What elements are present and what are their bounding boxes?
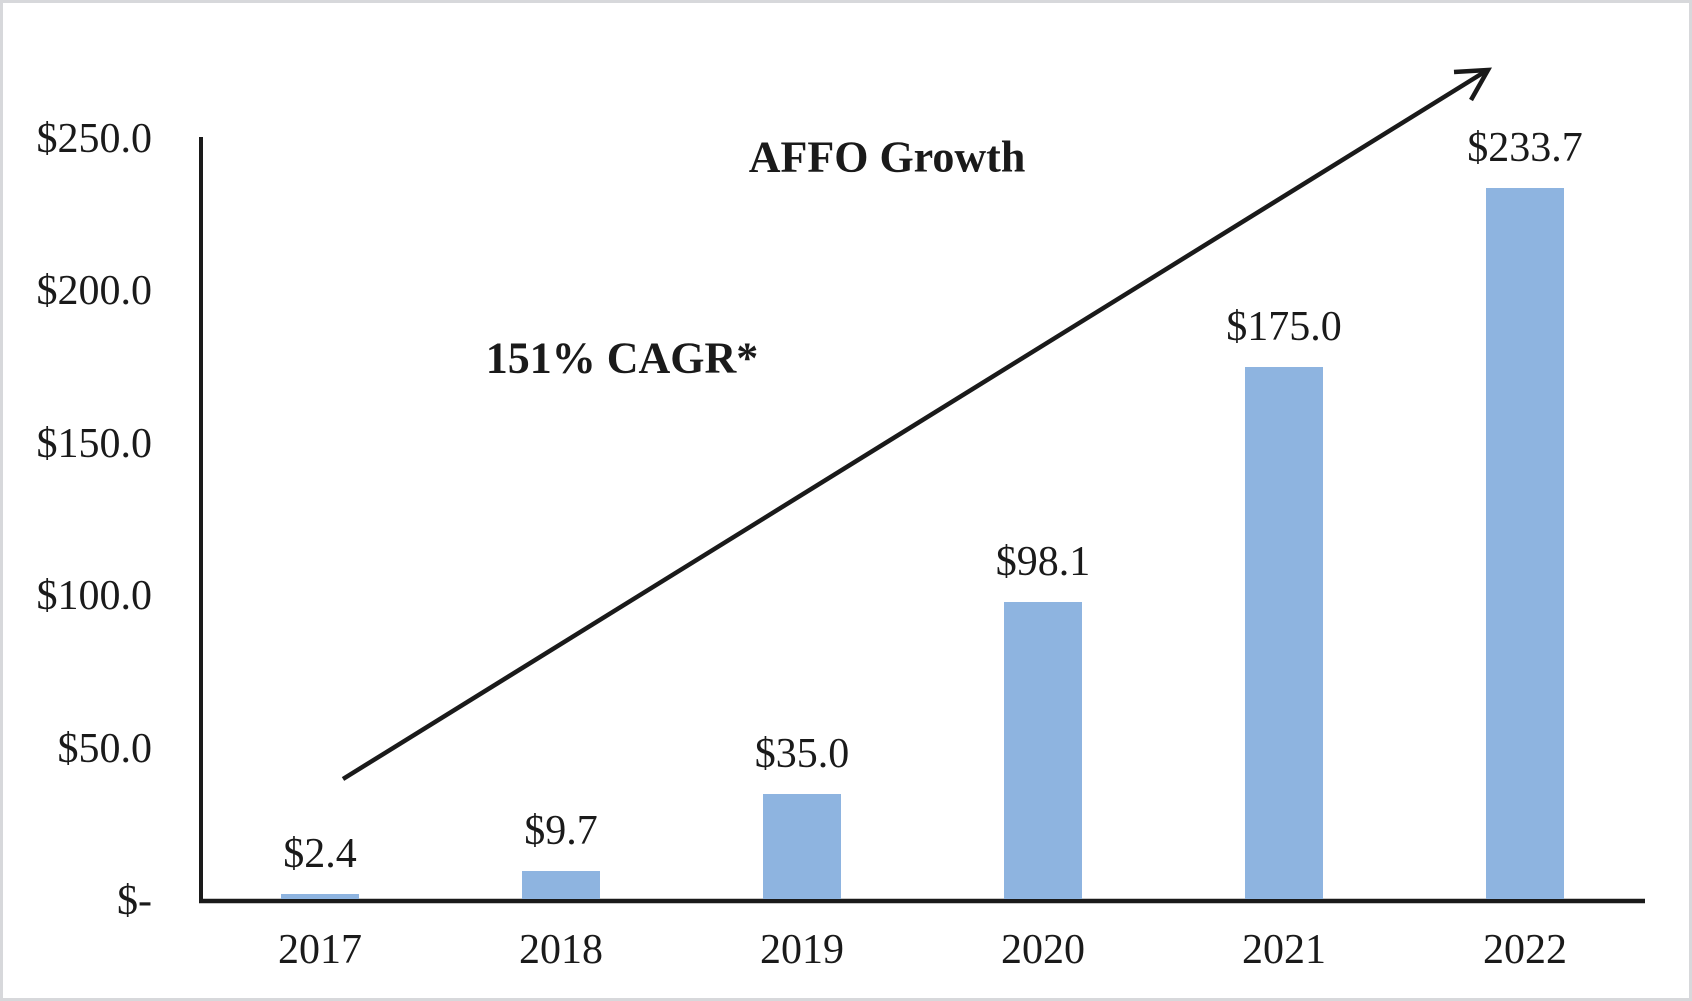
bar-value-label: $9.7 (524, 808, 598, 854)
x-axis-label: 2017 (278, 927, 362, 973)
x-axis-label: 2020 (1001, 927, 1085, 973)
y-axis-label: $- (117, 878, 152, 924)
bar-value-label: $35.0 (754, 731, 850, 777)
x-axis-label: 2022 (1483, 927, 1567, 973)
y-axis-label: $200.0 (36, 268, 153, 314)
bar-value-label: $2.4 (283, 831, 357, 877)
growth-arrow (341, 67, 1492, 781)
cagr-annotation: 151% CAGR* (485, 333, 759, 383)
x-axis-label: 2021 (1242, 927, 1326, 973)
x-axis-label: 2019 (760, 927, 844, 973)
bar-2021 (1245, 367, 1323, 899)
bar-2017 (281, 894, 359, 899)
y-axis-label: $250.0 (36, 116, 153, 162)
bar-2019 (763, 794, 841, 899)
x-axis-label: 2018 (519, 927, 603, 973)
bar-2018 (522, 871, 600, 899)
y-axis-label: $100.0 (36, 573, 153, 619)
bar-value-label: $98.1 (995, 539, 1091, 585)
bar-2020 (1004, 602, 1082, 899)
y-axis-label: $150.0 (36, 421, 153, 467)
y-axis-label: $50.0 (57, 726, 153, 772)
chart-title: AFFO Growth (748, 132, 1026, 182)
bar-2022 (1486, 188, 1564, 899)
bar-value-label: $233.7 (1467, 125, 1583, 171)
bar-value-label: $175.0 (1226, 304, 1342, 350)
